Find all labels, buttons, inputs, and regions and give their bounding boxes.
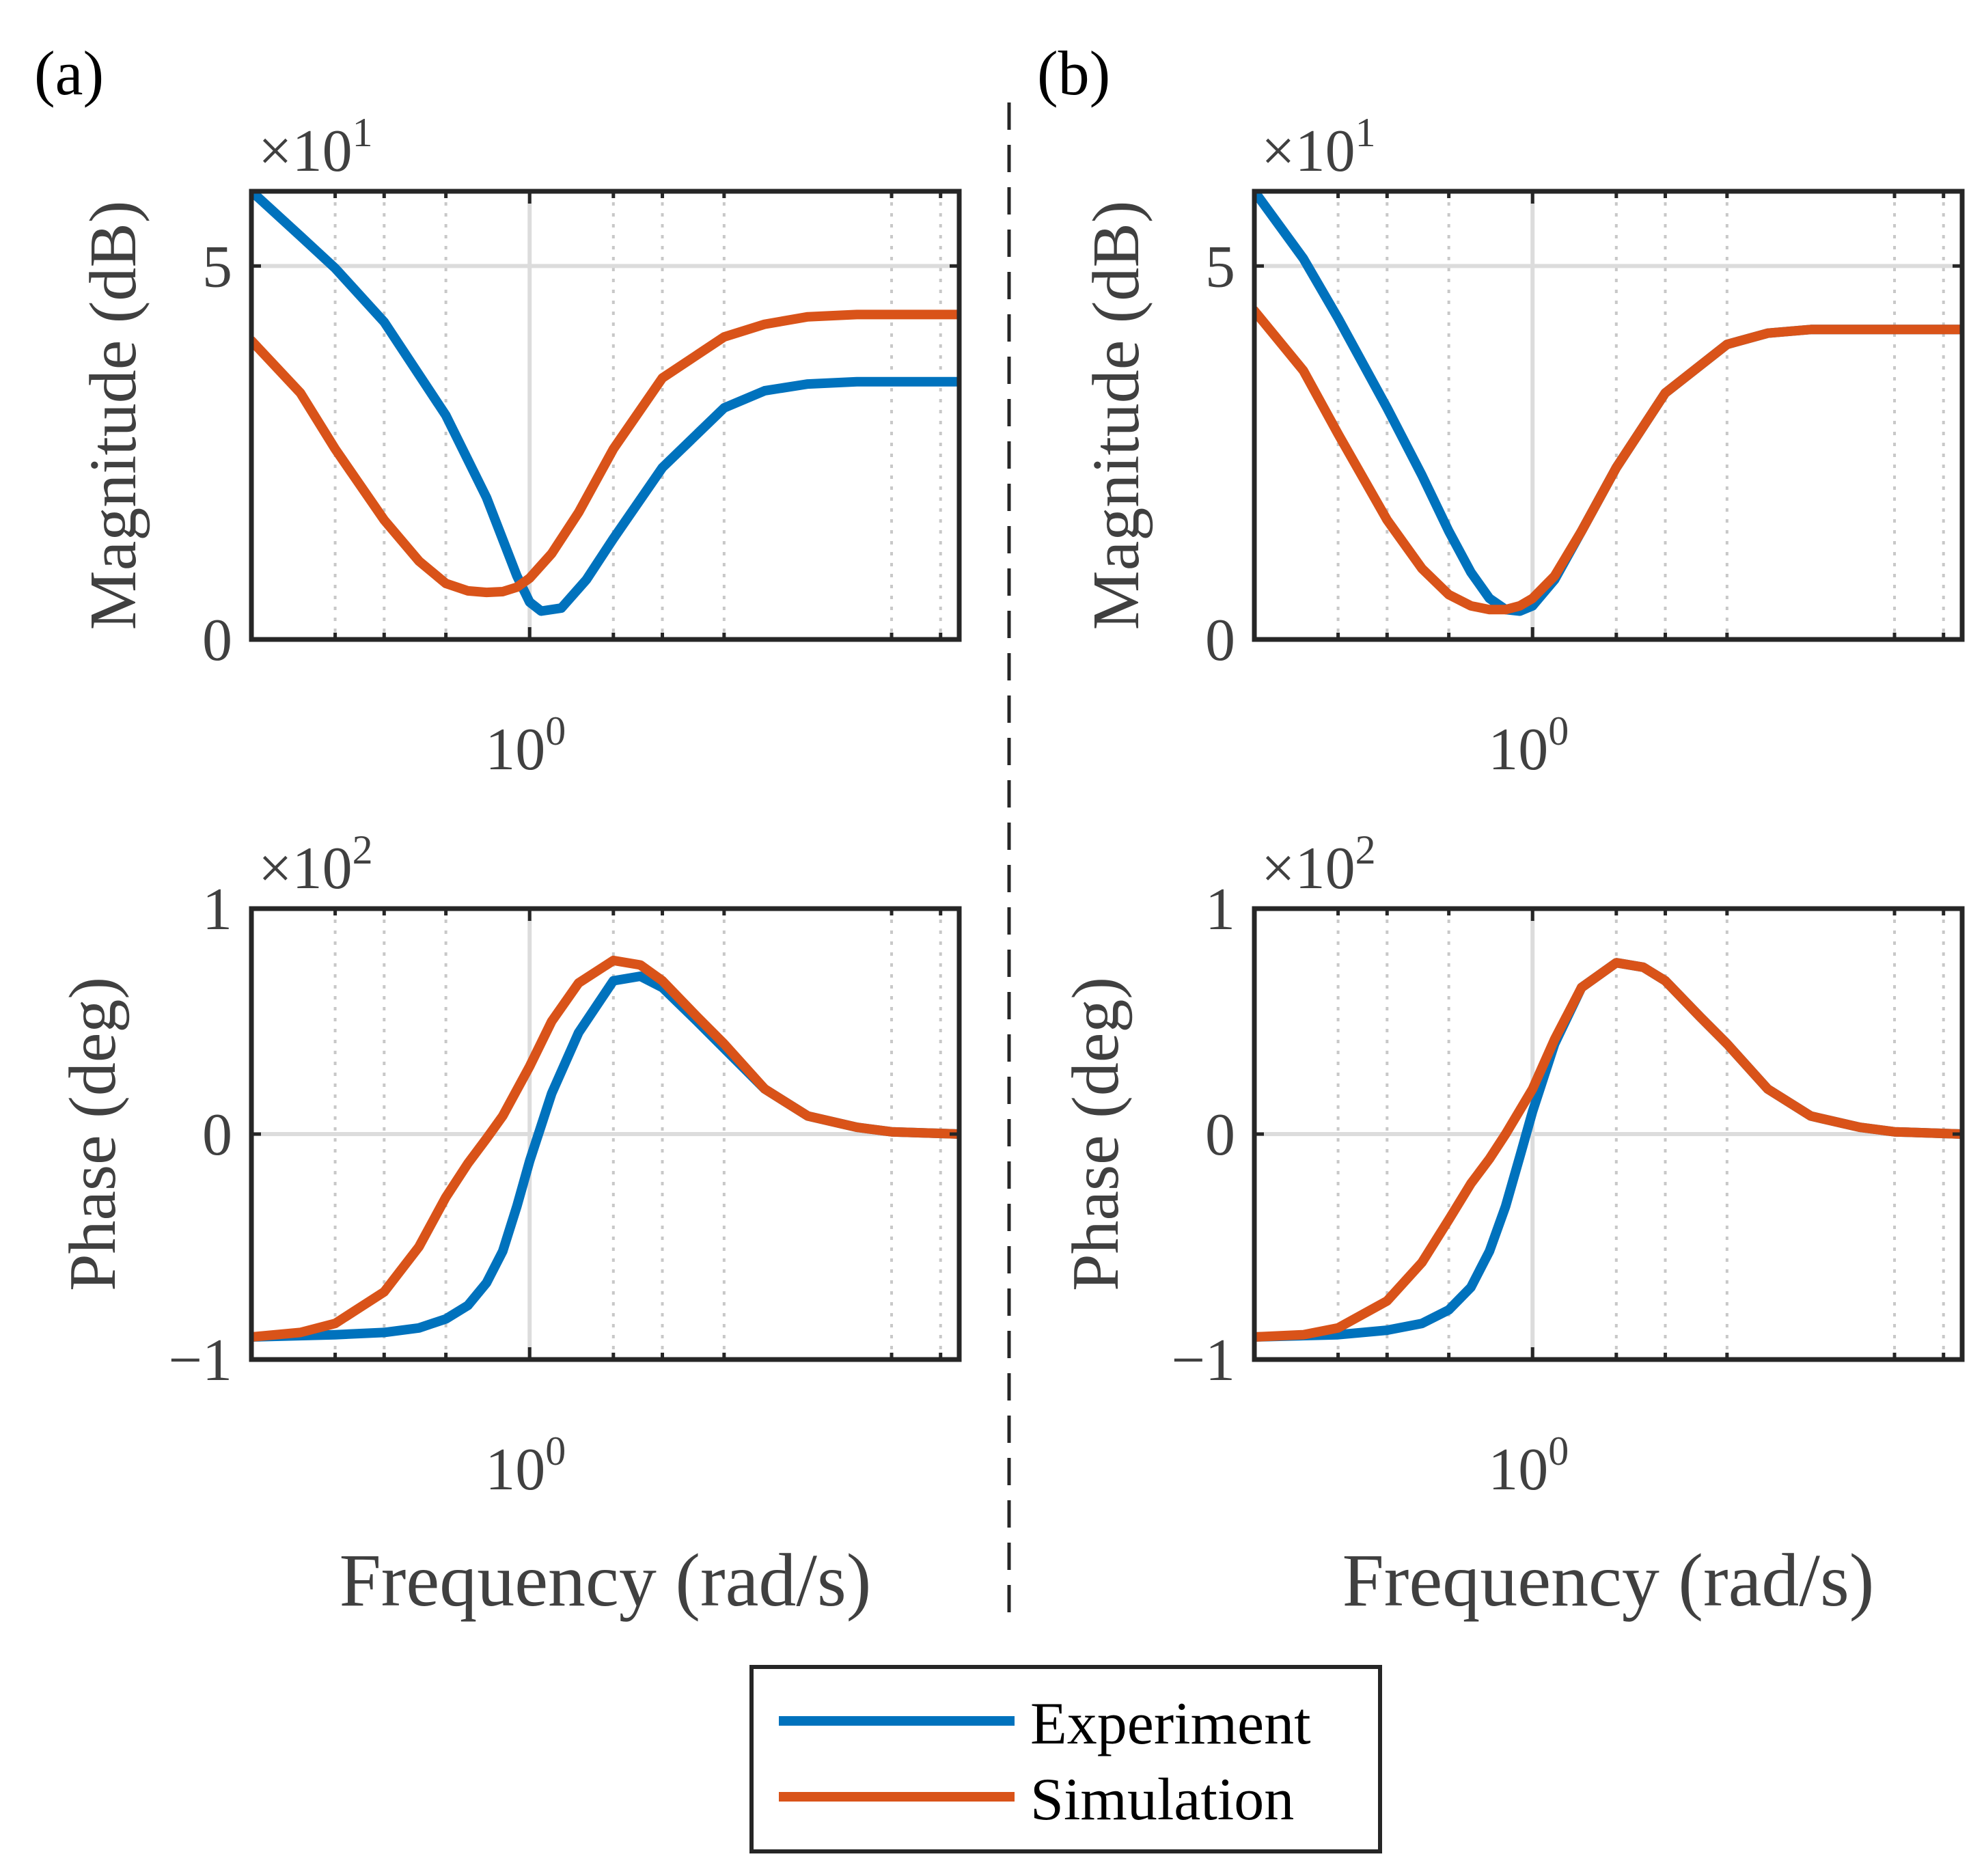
y-axis-label: Magnitude (dB) <box>1079 201 1153 631</box>
x-tick-label: 100 <box>485 1429 566 1503</box>
y-exponent-power: 1 <box>1355 110 1376 155</box>
x-tick-label: 100 <box>485 708 566 783</box>
y-tick-label: −1 <box>168 1327 232 1394</box>
axes-box <box>249 189 962 642</box>
plot-b-magnitude: 0 5 ×101 100 Magnitude (dB) <box>1079 110 1965 783</box>
x-tick-power: 0 <box>545 708 566 754</box>
y-tick-label: 5 <box>202 234 232 300</box>
y-tick-label: 1 <box>1205 877 1235 943</box>
y-exponent-label: ×101 <box>258 110 373 184</box>
panel-label-b: (b) <box>1037 38 1110 108</box>
y-tick-label: 0 <box>1205 607 1235 674</box>
x-tick-power: 0 <box>1548 708 1569 754</box>
x-tick-power: 0 <box>1548 1429 1569 1474</box>
series-experiment-line <box>251 971 959 1342</box>
y-tick-label: 1 <box>202 877 232 943</box>
axes-box <box>1252 189 1965 642</box>
y-tick-label: 5 <box>1205 234 1235 300</box>
plot-a-magnitude: 0 5 ×101 100 Magnitude (dB) <box>77 110 962 783</box>
y-tick-label: 0 <box>1205 1102 1235 1168</box>
y-tick-label: 0 <box>202 607 232 674</box>
x-tick-label: 100 <box>1488 1429 1569 1503</box>
y-exponent-power: 1 <box>353 110 373 155</box>
legend: Experiment Simulation <box>749 1665 1382 1853</box>
legend-label-simulation: Simulation <box>1030 1767 1294 1833</box>
plot-a-phase: −1 0 1 ×102 100 Phase (deg) Frequency (rad/s) <box>56 827 962 1622</box>
y-exponent-power: 2 <box>353 827 373 872</box>
y-axis-label: Phase (deg) <box>1059 977 1133 1291</box>
x-axis-label: Frequency (rad/s) <box>340 1539 872 1622</box>
y-exponent-power: 2 <box>1355 827 1376 872</box>
legend-label-experiment: Experiment <box>1030 1691 1311 1757</box>
y-tick-label: −1 <box>1171 1327 1235 1394</box>
y-tick-label: 0 <box>202 1102 232 1168</box>
series-simulation-line <box>1254 958 1962 1342</box>
series-experiment-line <box>1254 191 1962 616</box>
panel-label-a: (a) <box>34 38 104 108</box>
plot-b-phase: −1 0 1 ×102 100 Phase (deg) Frequency (rad/s) <box>1059 827 1965 1622</box>
series-experiment-line <box>251 191 959 616</box>
x-tick-power: 0 <box>545 1429 566 1474</box>
legend-box <box>749 1665 1382 1853</box>
y-axis-label: Phase (deg) <box>56 977 130 1291</box>
series-simulation-line <box>1254 305 1962 615</box>
y-exponent-label: ×102 <box>258 827 373 902</box>
x-tick-label: 100 <box>1488 708 1569 783</box>
series-simulation-line <box>251 955 959 1342</box>
x-axis-label: Frequency (rad/s) <box>1342 1539 1875 1622</box>
y-axis-label: Magnitude (dB) <box>77 201 150 631</box>
series-simulation-line <box>251 309 959 598</box>
y-exponent-label: ×101 <box>1261 110 1376 184</box>
series-experiment-line <box>1254 958 1962 1342</box>
y-exponent-label: ×102 <box>1261 827 1376 902</box>
